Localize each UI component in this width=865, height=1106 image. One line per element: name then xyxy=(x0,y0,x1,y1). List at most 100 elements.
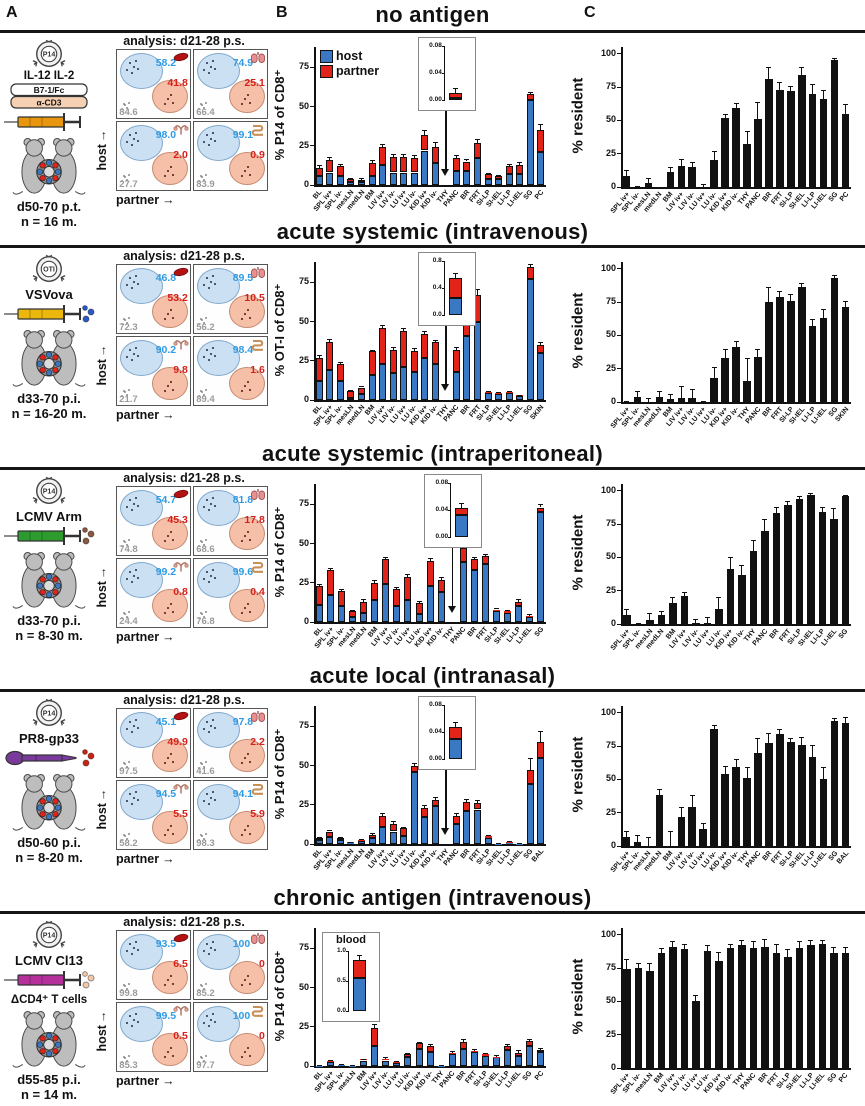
scatter-dot xyxy=(244,170,246,172)
partner-bar xyxy=(453,350,460,372)
frt-icon xyxy=(173,560,189,573)
error-bar-cap xyxy=(624,959,629,960)
y-tick-label: 25 xyxy=(595,363,616,373)
partner-bar xyxy=(338,591,345,607)
host-bar xyxy=(474,810,481,845)
resident-bar xyxy=(688,807,696,846)
y-tick-mark xyxy=(310,400,314,401)
gated-percent: 66.4 xyxy=(196,107,215,118)
partner-bar xyxy=(369,351,376,375)
inset-tick-mark xyxy=(442,46,445,47)
host-bar xyxy=(537,758,544,844)
host-bar xyxy=(371,600,378,622)
partner-bar xyxy=(449,1053,456,1055)
host-bar xyxy=(390,173,397,186)
flow-y-axis-label: host→ xyxy=(95,1001,109,1061)
host-bar xyxy=(316,840,323,844)
gated-percent: 89.4 xyxy=(196,394,215,405)
partner-bar xyxy=(537,742,544,758)
resident-bar xyxy=(727,569,735,624)
resident-bar xyxy=(809,326,817,402)
error-bar-cap xyxy=(624,609,629,610)
partner-bar xyxy=(382,559,389,584)
resident-bar xyxy=(635,968,643,1068)
error-bar-stem xyxy=(812,84,813,93)
inset-tick-mark xyxy=(442,705,445,706)
resident-bar xyxy=(820,779,828,846)
y-tick-mark xyxy=(310,582,314,583)
error-bar-stem xyxy=(626,170,627,177)
host-bar xyxy=(453,372,460,400)
error-bar-stem xyxy=(681,386,682,398)
host-bar xyxy=(493,611,500,622)
y-tick-mark xyxy=(310,765,314,766)
host-bar xyxy=(516,174,523,185)
error-bar-cap xyxy=(450,1051,455,1052)
error-bar-cap xyxy=(832,275,837,276)
error-bar-cap xyxy=(810,319,815,320)
host-bar xyxy=(506,842,513,844)
flow-y-axis-label: host→ xyxy=(95,120,109,180)
inset-tick-mark xyxy=(442,261,445,262)
error-bar-cap xyxy=(391,347,396,348)
scatter-dot xyxy=(172,611,174,613)
gated-percent: 98.3 xyxy=(196,838,215,849)
scatter-dot xyxy=(129,1015,131,1017)
scatter-dot xyxy=(206,793,208,795)
y-tick-label: 25 xyxy=(288,140,309,150)
error-bar-cap xyxy=(646,837,651,838)
y-tick-mark xyxy=(310,987,314,988)
scatter-dot xyxy=(249,102,251,104)
scatter-dot xyxy=(172,174,174,176)
host-bar xyxy=(382,1061,389,1067)
inset-tick-label: 0.08 xyxy=(420,701,442,708)
resident-bar xyxy=(678,817,686,846)
partner-bar xyxy=(432,147,439,163)
y-tick-label: 0 xyxy=(288,179,309,189)
host-bar xyxy=(326,173,333,186)
error-bar-cap xyxy=(728,557,733,558)
scatter-dot xyxy=(241,103,243,105)
partner-bar xyxy=(379,816,386,827)
error-bar-cap xyxy=(693,619,698,620)
error-bar-cap xyxy=(370,350,375,351)
section-title: acute systemic (intravenous) xyxy=(0,219,865,245)
partner-bar xyxy=(474,143,481,159)
host-bar xyxy=(515,1056,522,1066)
error-bar-cap xyxy=(538,124,543,125)
inset-error-cap xyxy=(453,88,458,89)
inset-host-bar xyxy=(449,739,462,759)
error-bar-stem xyxy=(845,717,846,724)
error-bar-stem xyxy=(845,301,846,308)
legend-row: host xyxy=(320,49,379,63)
partner-bar xyxy=(453,816,460,824)
error-bar-cap xyxy=(517,843,522,844)
scatter-dot xyxy=(205,761,207,763)
error-bar-cap xyxy=(766,733,771,734)
partner-bar xyxy=(427,561,434,586)
partner-bar xyxy=(474,803,481,809)
t-cell-icon: P14 xyxy=(27,37,71,71)
error-bar-stem xyxy=(833,947,834,954)
resident-bar xyxy=(784,505,792,624)
error-bar-cap xyxy=(475,800,480,801)
scatter-dot xyxy=(129,134,131,136)
resident-bar xyxy=(656,795,664,846)
dish-label-2: α-CD3 xyxy=(36,98,61,108)
y-tick-mark xyxy=(310,844,314,845)
partner-bar xyxy=(537,1050,544,1052)
scatter-dot xyxy=(205,389,207,391)
partner-bar xyxy=(316,168,323,176)
error-bar-stem xyxy=(648,837,649,846)
parabiosis-mice-icon xyxy=(9,1007,89,1071)
partner-bar xyxy=(537,345,544,353)
resident-bar xyxy=(842,953,850,1068)
axis-arrow-right-icon: → xyxy=(162,408,175,422)
flow-x-axis-text: partner xyxy=(116,1074,159,1088)
error-bar-cap xyxy=(412,348,417,349)
error-bar-cap xyxy=(734,759,739,760)
